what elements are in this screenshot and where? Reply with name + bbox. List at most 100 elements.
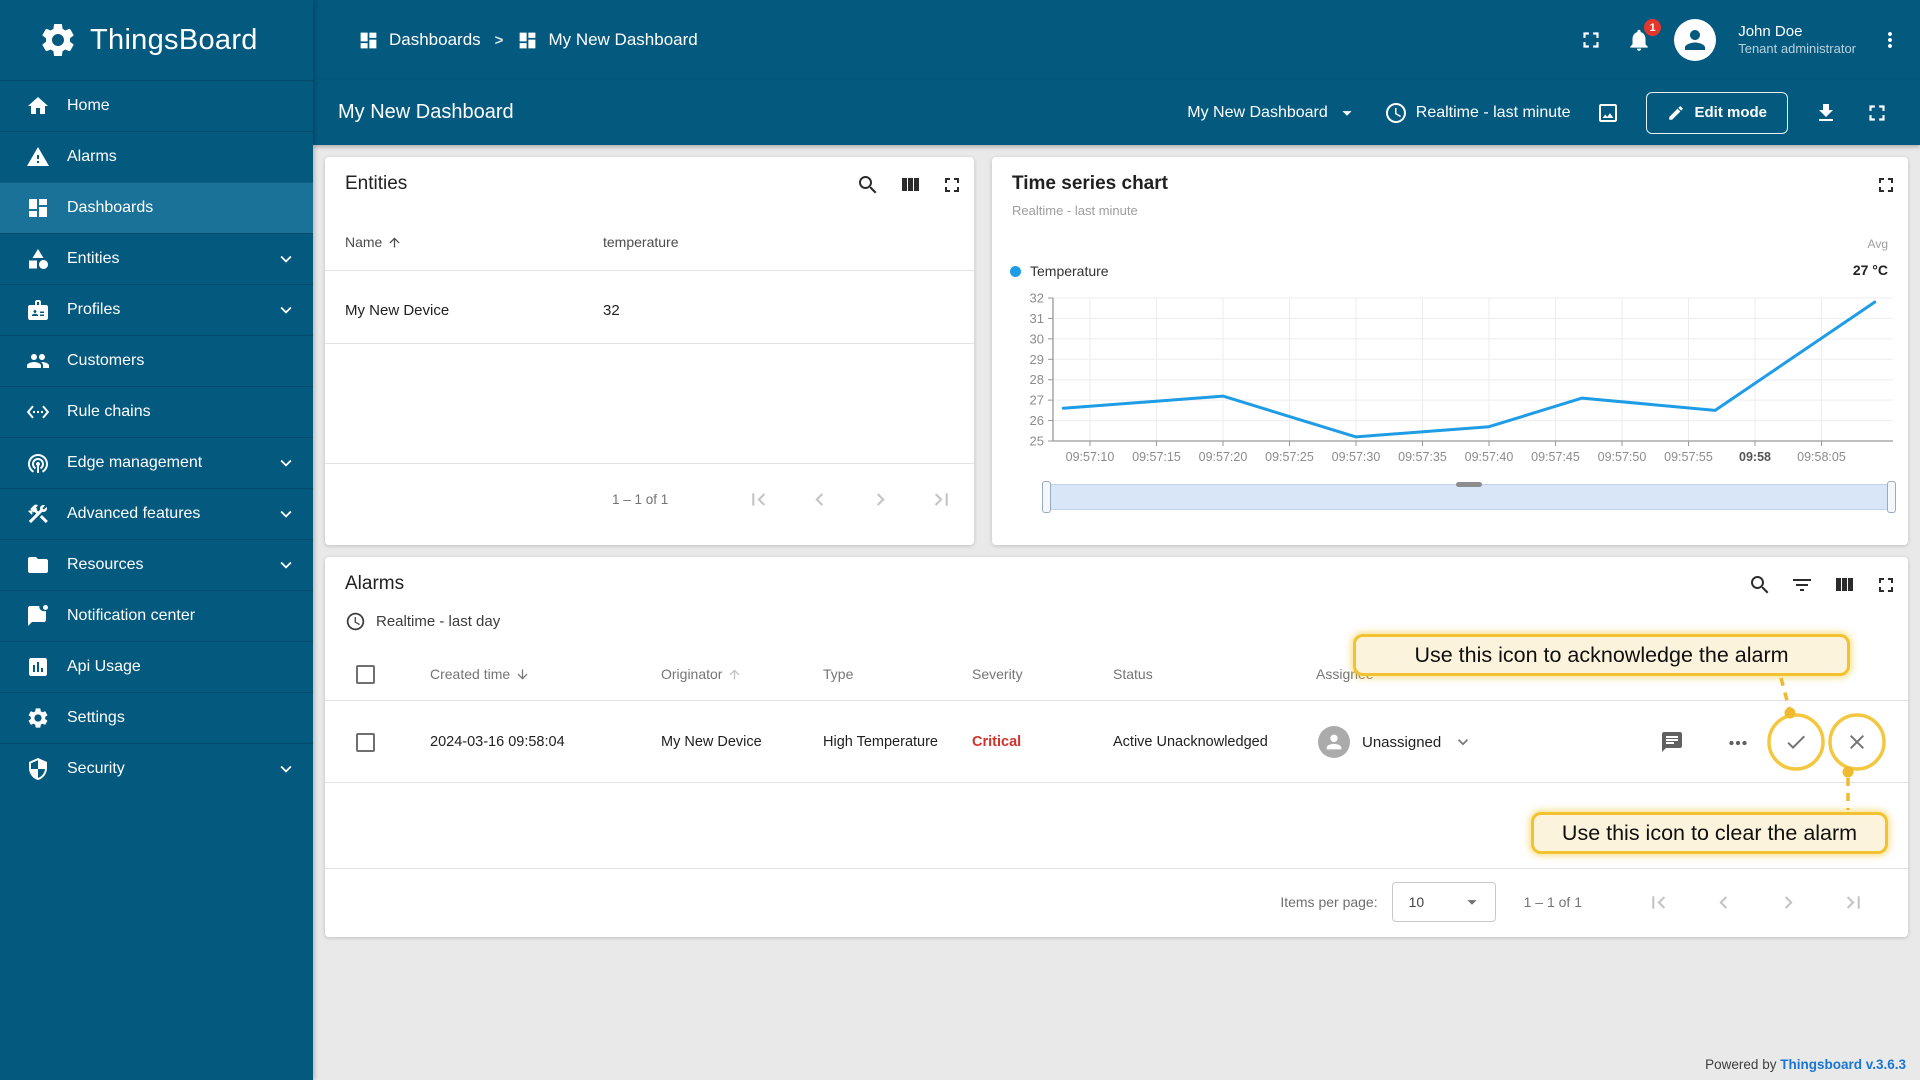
sidebar-item-edge-management[interactable]: Edge management [0, 437, 313, 488]
chevron-down-icon [1453, 732, 1473, 752]
next-page-button[interactable] [1776, 890, 1801, 915]
alarm-assignee-dropdown[interactable]: Unassigned [1318, 726, 1473, 758]
fullscreen-icon[interactable] [1864, 100, 1890, 126]
sort-icon [515, 667, 530, 682]
entities-widget-title: Entities [345, 173, 408, 194]
user-name: John Doe [1738, 22, 1803, 40]
chart-zoom-slider[interactable] [1042, 481, 1896, 513]
alarm-created-time: 2024-03-16 09:58:04 [430, 734, 565, 750]
user-info[interactable]: John Doe Tenant administrator [1738, 23, 1856, 58]
fullscreen-icon[interactable] [1578, 27, 1604, 53]
filter-icon[interactable] [1790, 573, 1814, 597]
warning-icon [26, 145, 50, 169]
avatar[interactable] [1674, 19, 1717, 61]
alarms-widget-toolbar [1748, 573, 1898, 597]
entities-column-header-name[interactable]: Name [345, 234, 402, 250]
alarm-severity: Critical [972, 734, 1022, 750]
chart-legend-temperature[interactable]: Temperature [1010, 263, 1109, 279]
sidebar-item-home[interactable]: Home [0, 80, 313, 131]
items-per-page-value: 10 [1408, 894, 1425, 910]
alarms-column-header-severity[interactable]: Severity [972, 666, 1023, 682]
svg-text:09:57:15: 09:57:15 [1132, 450, 1181, 464]
entities-row-temperature: 32 [603, 302, 620, 319]
edge-icon [26, 451, 50, 475]
last-page-button[interactable] [1841, 890, 1866, 915]
notifications-bell[interactable]: 1 [1626, 19, 1662, 53]
search-icon[interactable] [856, 173, 880, 197]
api-usage-icon [26, 655, 50, 679]
alarms-column-header-created-time[interactable]: Created time [430, 666, 530, 682]
fullscreen-icon[interactable] [940, 173, 964, 197]
entities-row-name[interactable]: My New Device [345, 302, 450, 319]
previous-page-button[interactable] [807, 487, 832, 512]
sidebar-item-alarms[interactable]: Alarms [0, 131, 313, 182]
sidebar-item-security[interactable]: Security [0, 743, 313, 794]
first-page-button[interactable] [1646, 890, 1671, 915]
entities-column-header-temperature[interactable]: temperature [603, 234, 679, 250]
svg-text:32: 32 [1030, 291, 1044, 306]
alarms-column-header-status[interactable]: Status [1113, 666, 1153, 682]
table-columns-icon[interactable] [1832, 573, 1856, 597]
sidebar-item-resources[interactable]: Resources [0, 539, 313, 590]
dashboard-select[interactable]: My New Dashboard [1187, 102, 1358, 124]
entities-pagination-buttons [746, 487, 954, 512]
alarms-column-header-originator[interactable]: Originator [661, 666, 742, 682]
alarms-widget: Alarms Realtime - last day Created time O… [325, 557, 1908, 937]
thingsboard-version-link[interactable]: Thingsboard v.3.6.3 [1780, 1057, 1906, 1072]
row-checkbox[interactable] [356, 733, 375, 752]
breadcrumb-current-dashboard[interactable]: My New Dashboard [517, 30, 698, 51]
download-icon[interactable] [1814, 101, 1838, 125]
items-per-page-select[interactable]: 10 [1391, 882, 1496, 922]
acknowledge-alarm-icon[interactable] [1784, 730, 1808, 754]
alarms-timewindow-button[interactable]: Realtime - last day [345, 611, 500, 632]
sidebar-item-entities[interactable]: Entities [0, 233, 313, 284]
sidebar-item-api-usage[interactable]: Api Usage [0, 641, 313, 692]
timeseries-widget-toolbar [1874, 173, 1898, 197]
first-page-button[interactable] [746, 487, 771, 512]
last-page-button[interactable] [929, 487, 954, 512]
edit-mode-button[interactable]: Edit mode [1646, 91, 1788, 134]
user-role: Tenant administrator [1738, 41, 1856, 57]
home-icon [26, 94, 50, 118]
app-name: ThingsBoard [90, 23, 258, 56]
table-columns-icon[interactable] [898, 173, 922, 197]
sidebar-item-profiles[interactable]: Profiles [0, 284, 313, 335]
agg-label: Avg [1867, 237, 1888, 251]
search-icon[interactable] [1748, 573, 1772, 597]
previous-page-button[interactable] [1711, 890, 1736, 915]
more-actions-icon[interactable] [1725, 730, 1751, 756]
select-all-checkbox[interactable] [356, 665, 375, 684]
entities-widget: Entities Name temperature My New Device … [325, 157, 974, 545]
caret-down-icon [1336, 102, 1358, 124]
sidebar-item-advanced-features[interactable]: Advanced features [0, 488, 313, 539]
sidebar-item-rule-chains[interactable]: Rule chains [0, 386, 313, 437]
fullscreen-icon[interactable] [1874, 573, 1898, 597]
dashboard-image-icon[interactable] [1596, 101, 1620, 125]
header-actions: 1 John Doe Tenant administrator [1578, 19, 1902, 61]
alarms-pagination: Items per page: 10 1 – 1 of 1 [1280, 882, 1866, 922]
app-logo[interactable]: ThingsBoard [0, 0, 313, 80]
sidebar-item-customers[interactable]: Customers [0, 335, 313, 386]
timewindow-button[interactable]: Realtime - last minute [1384, 101, 1570, 125]
fullscreen-icon[interactable] [1874, 173, 1898, 197]
svg-text:09:57:35: 09:57:35 [1398, 450, 1447, 464]
more-vert-icon[interactable] [1878, 28, 1902, 52]
next-page-button[interactable] [868, 487, 893, 512]
clear-alarm-icon[interactable] [1845, 730, 1869, 754]
sidebar-item-settings[interactable]: Settings [0, 692, 313, 743]
alarm-details-icon[interactable] [1660, 730, 1684, 754]
temperature-series-line [1061, 300, 1877, 439]
zoom-slider-left-handle[interactable] [1042, 481, 1051, 513]
breadcrumb: Dashboards > My New Dashboard [358, 30, 698, 51]
alarms-widget-title: Alarms [345, 573, 405, 594]
chevron-down-icon [275, 452, 297, 474]
breadcrumb-dashboards[interactable]: Dashboards [358, 30, 481, 51]
zoom-slider-right-handle[interactable] [1887, 481, 1896, 513]
tools-icon [26, 502, 50, 526]
zoom-slider-thumb[interactable] [1456, 482, 1482, 487]
alarms-column-header-type[interactable]: Type [823, 666, 854, 682]
dashboard-icon [517, 30, 538, 51]
sidebar-item-notification-center[interactable]: Notification center [0, 590, 313, 641]
sidebar-item-dashboards[interactable]: Dashboards [0, 182, 313, 233]
category-icon [26, 247, 50, 271]
